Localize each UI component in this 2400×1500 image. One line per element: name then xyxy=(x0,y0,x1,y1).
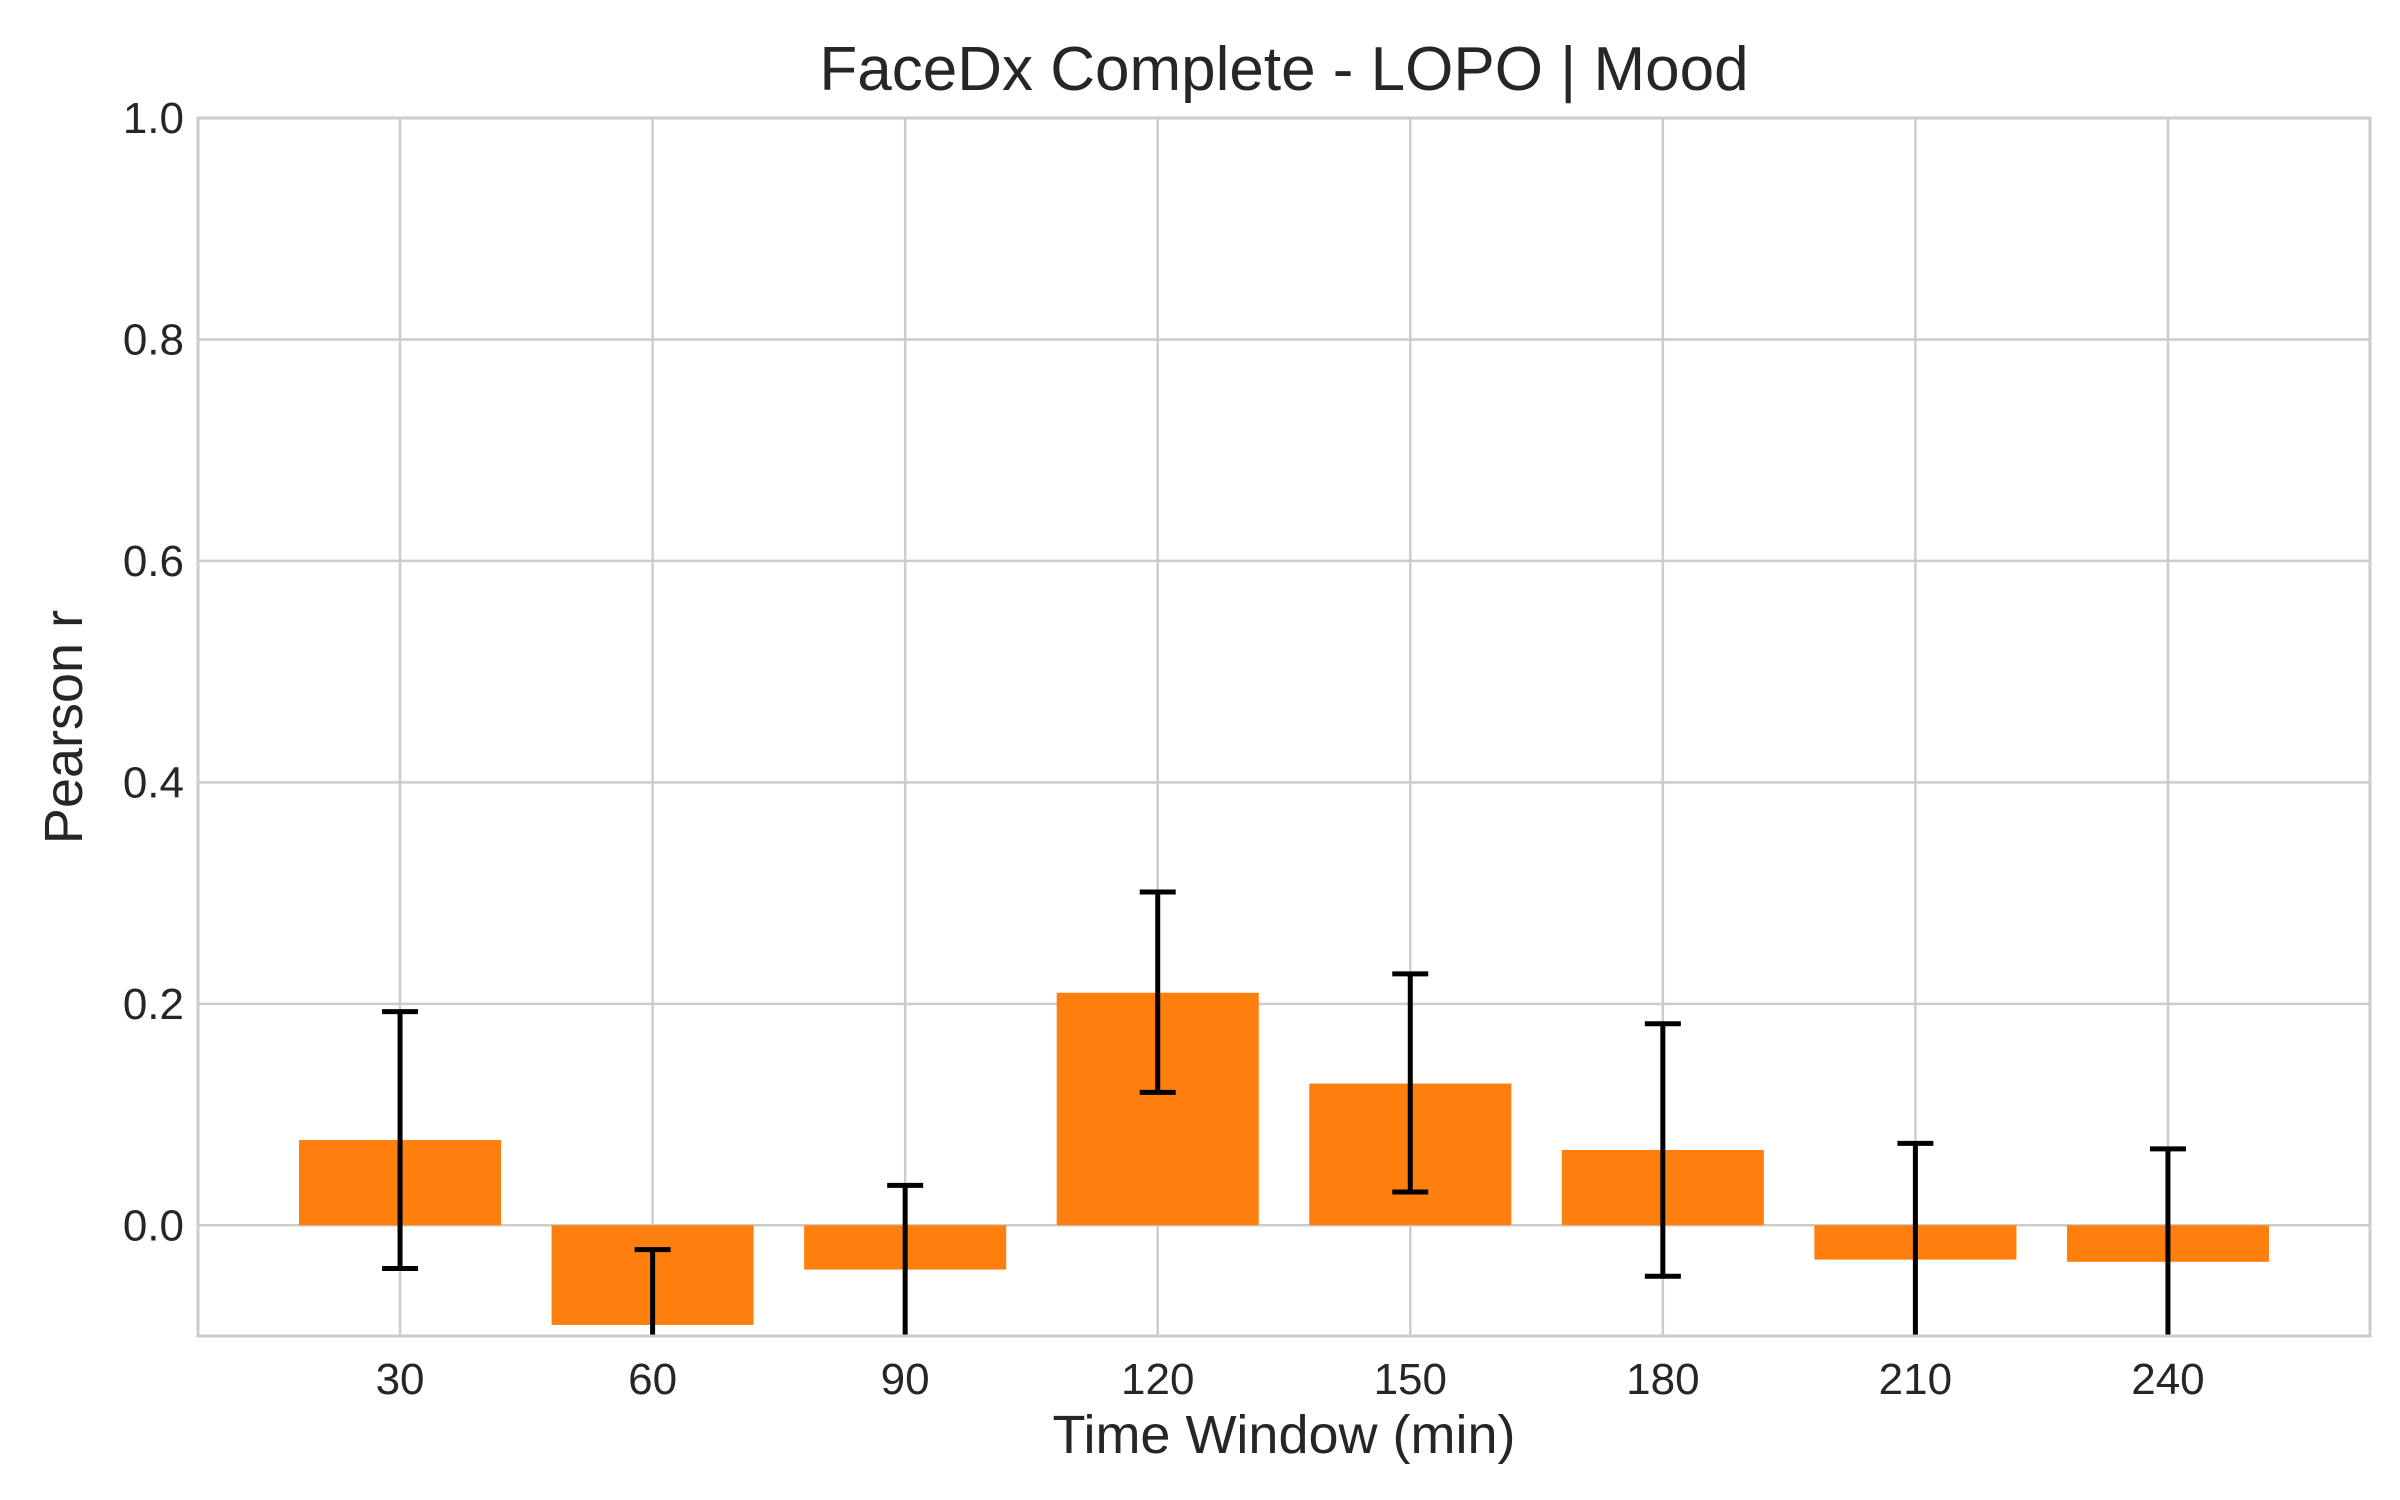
y-tick-label: 0.0 xyxy=(123,1201,184,1250)
bars xyxy=(299,992,2269,1325)
x-tick-label: 240 xyxy=(2131,1355,2204,1404)
y-tick-label: 0.8 xyxy=(123,315,184,364)
x-axis-label: Time Window (min) xyxy=(1052,1405,1515,1465)
x-tick-label: 180 xyxy=(1626,1355,1699,1404)
x-tick-label: 210 xyxy=(1879,1355,1952,1404)
y-tick-label: 0.2 xyxy=(123,980,184,1029)
x-tick-label: 30 xyxy=(376,1355,425,1404)
x-tick-label: 150 xyxy=(1374,1355,1447,1404)
y-axis-label: Pearson r xyxy=(34,610,94,844)
y-tick-labels: 0.0 0.2 0.4 0.6 0.8 1.0 xyxy=(123,94,184,1250)
plot-frame xyxy=(196,116,2372,1338)
x-tick-labels: 30 60 90 120 150 180 210 240 xyxy=(376,1355,2205,1404)
x-tick-label: 90 xyxy=(881,1355,930,1404)
y-tick-label: 0.6 xyxy=(123,537,184,586)
x-gridlines xyxy=(398,118,2170,1336)
y-tick-label: 0.4 xyxy=(123,758,184,807)
x-tick-label: 60 xyxy=(628,1355,677,1404)
chart-title: FaceDx Complete - LOPO | Mood xyxy=(819,35,1748,104)
y-gridlines xyxy=(198,116,2370,1227)
error-bars xyxy=(382,889,2186,1336)
y-tick-label: 1.0 xyxy=(123,94,184,143)
x-tick-label: 120 xyxy=(1121,1355,1194,1404)
